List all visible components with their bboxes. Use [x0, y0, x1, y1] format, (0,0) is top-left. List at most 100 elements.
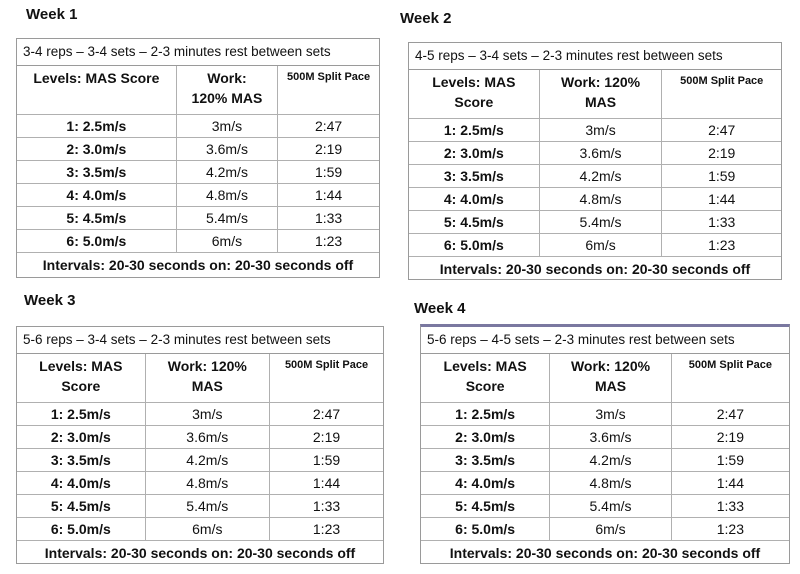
- level-cell: 2: 3.0m/s: [409, 141, 540, 165]
- week-4-title: Week 4: [414, 300, 466, 317]
- split-cell: 2:47: [269, 402, 383, 426]
- intervals-row: Intervals: 20-30 seconds on: 20-30 secon…: [409, 256, 781, 281]
- levels-header: Levels: MAS Score: [17, 354, 146, 403]
- table-row: 3: 3.5m/s 4.2m/s 1:59: [421, 448, 789, 472]
- split-cell: 2:47: [670, 402, 789, 426]
- table-row: 1: 2.5m/s 3m/s 2:47: [17, 402, 383, 426]
- intervals-row: Intervals: 20-30 seconds on: 20-30 secon…: [17, 252, 379, 277]
- work-cell: 4.8m/s: [144, 471, 271, 495]
- level-cell: 1: 2.5m/s: [17, 402, 146, 426]
- table-row: 5: 4.5m/s 5.4m/s 1:33: [17, 494, 383, 518]
- table-row: 4: 4.0m/s 4.8m/s 1:44: [17, 183, 379, 207]
- level-cell: 6: 5.0m/s: [17, 517, 146, 541]
- week-1-table: 3-4 reps – 3-4 sets – 2-3 minutes rest b…: [16, 38, 380, 278]
- split-cell: 2:19: [661, 141, 781, 165]
- table-row: 1: 2.5m/s 3m/s 2:47: [409, 118, 781, 142]
- level-cell: 1: 2.5m/s: [17, 114, 177, 138]
- week-2-grid: Levels: MAS Score Work: 120% MAS 500M Spli…: [409, 70, 781, 281]
- week-2-title: Week 2: [400, 10, 452, 27]
- work-cell: 3.6m/s: [175, 137, 279, 161]
- intervals-text: Intervals: 20-30 seconds on: 20-30 secon…: [17, 252, 379, 277]
- table-row: 4: 4.0m/s 4.8m/s 1:44: [421, 471, 789, 495]
- table-row: 2: 3.0m/s 3.6m/s 2:19: [409, 141, 781, 165]
- intervals-text: Intervals: 20-30 seconds on: 20-30 secon…: [17, 540, 383, 565]
- week-4-grid: Levels: MAS Score Work: 120% MAS 500M Spli…: [421, 354, 789, 565]
- intervals-text: Intervals: 20-30 seconds on: 20-30 secon…: [409, 256, 781, 281]
- week-1-grid: Levels: MAS Score Work: 120% MAS 500M Spl…: [17, 66, 379, 277]
- table-row: 4: 4.0m/s 4.8m/s 1:44: [409, 187, 781, 211]
- header-row: Levels: MAS Score Work: 120% MAS 500M Spl…: [17, 66, 379, 115]
- level-cell: 6: 5.0m/s: [17, 229, 177, 253]
- work-cell: 4.2m/s: [175, 160, 279, 184]
- work-cell: 3m/s: [175, 114, 279, 138]
- work-header: Work: 120% MAS: [144, 354, 271, 403]
- level-cell: 5: 4.5m/s: [17, 206, 177, 230]
- level-cell: 5: 4.5m/s: [17, 494, 146, 518]
- split-cell: 1:44: [277, 183, 379, 207]
- table-row: 3: 3.5m/s 4.2m/s 1:59: [17, 448, 383, 472]
- work-header: Work: 120% MAS: [538, 70, 663, 119]
- level-cell: 2: 3.0m/s: [17, 137, 177, 161]
- split-pace-header: 500M Split Pace: [670, 354, 789, 403]
- table-row: 6: 5.0m/s 6m/s 1:23: [17, 517, 383, 541]
- week-1-title: Week 1: [26, 6, 78, 23]
- table-row: 2: 3.0m/s 3.6m/s 2:19: [17, 137, 379, 161]
- split-cell: 1:33: [670, 494, 789, 518]
- table-row: 2: 3.0m/s 3.6m/s 2:19: [17, 425, 383, 449]
- split-cell: 1:44: [269, 471, 383, 495]
- level-cell: 3: 3.5m/s: [409, 164, 540, 188]
- work-cell: 6m/s: [175, 229, 279, 253]
- split-cell: 1:59: [661, 164, 781, 188]
- work-cell: 4.8m/s: [175, 183, 279, 207]
- work-cell: 4.2m/s: [549, 448, 672, 472]
- split-cell: 1:33: [277, 206, 379, 230]
- work-cell: 4.8m/s: [538, 187, 663, 211]
- intervals-text: Intervals: 20-30 seconds on: 20-30 secon…: [421, 540, 789, 565]
- table-row: 1: 2.5m/s 3m/s 2:47: [421, 402, 789, 426]
- level-cell: 3: 3.5m/s: [421, 448, 551, 472]
- header-row: Levels: MAS Score Work: 120% MAS 500M Spli…: [421, 354, 789, 403]
- level-cell: 5: 4.5m/s: [421, 494, 551, 518]
- split-cell: 2:47: [277, 114, 379, 138]
- intervals-row: Intervals: 20-30 seconds on: 20-30 secon…: [421, 540, 789, 565]
- level-cell: 2: 3.0m/s: [17, 425, 146, 449]
- level-cell: 1: 2.5m/s: [409, 118, 540, 142]
- level-cell: 3: 3.5m/s: [17, 448, 146, 472]
- split-cell: 1:33: [269, 494, 383, 518]
- work-cell: 3m/s: [538, 118, 663, 142]
- split-cell: 1:23: [661, 233, 781, 257]
- level-cell: 1: 2.5m/s: [421, 402, 551, 426]
- split-cell: 1:44: [661, 187, 781, 211]
- split-cell: 1:23: [277, 229, 379, 253]
- week-4-scheme: 5-6 reps – 4-5 sets – 2-3 minutes rest b…: [421, 327, 789, 354]
- level-cell: 2: 3.0m/s: [421, 425, 551, 449]
- work-cell: 4.2m/s: [144, 448, 271, 472]
- work-cell: 6m/s: [549, 517, 672, 541]
- split-cell: 1:59: [277, 160, 379, 184]
- table-row: 6: 5.0m/s 6m/s 1:23: [409, 233, 781, 257]
- table-row: 5: 4.5m/s 5.4m/s 1:33: [421, 494, 789, 518]
- week-3-scheme: 5-6 reps – 3-4 sets – 2-3 minutes rest b…: [17, 327, 383, 354]
- week-1-scheme: 3-4 reps – 3-4 sets – 2-3 minutes rest b…: [17, 39, 379, 66]
- split-cell: 1:33: [661, 210, 781, 234]
- work-cell: 5.4m/s: [175, 206, 279, 230]
- split-cell: 1:23: [269, 517, 383, 541]
- levels-header: Levels: MAS Score: [17, 66, 177, 115]
- split-cell: 2:19: [277, 137, 379, 161]
- table-row: 3: 3.5m/s 4.2m/s 1:59: [17, 160, 379, 184]
- week-3-grid: Levels: MAS Score Work: 120% MAS 500M Spli…: [17, 354, 383, 565]
- table-row: 6: 5.0m/s 6m/s 1:23: [17, 229, 379, 253]
- week-2-scheme: 4-5 reps – 3-4 sets – 2-3 minutes rest b…: [409, 43, 781, 70]
- table-row: 3: 3.5m/s 4.2m/s 1:59: [409, 164, 781, 188]
- work-cell: 6m/s: [144, 517, 271, 541]
- intervals-row: Intervals: 20-30 seconds on: 20-30 secon…: [17, 540, 383, 565]
- week-4-table: 5-6 reps – 4-5 sets – 2-3 minutes rest b…: [420, 324, 790, 565]
- split-cell: 2:19: [670, 425, 789, 449]
- work-cell: 5.4m/s: [538, 210, 663, 234]
- split-pace-header: 500M Split Pace: [661, 70, 781, 119]
- work-cell: 3.6m/s: [144, 425, 271, 449]
- level-cell: 4: 4.0m/s: [17, 183, 177, 207]
- level-cell: 6: 5.0m/s: [421, 517, 551, 541]
- table-row: 6: 5.0m/s 6m/s 1:23: [421, 517, 789, 541]
- levels-header: Levels: MAS Score: [421, 354, 551, 403]
